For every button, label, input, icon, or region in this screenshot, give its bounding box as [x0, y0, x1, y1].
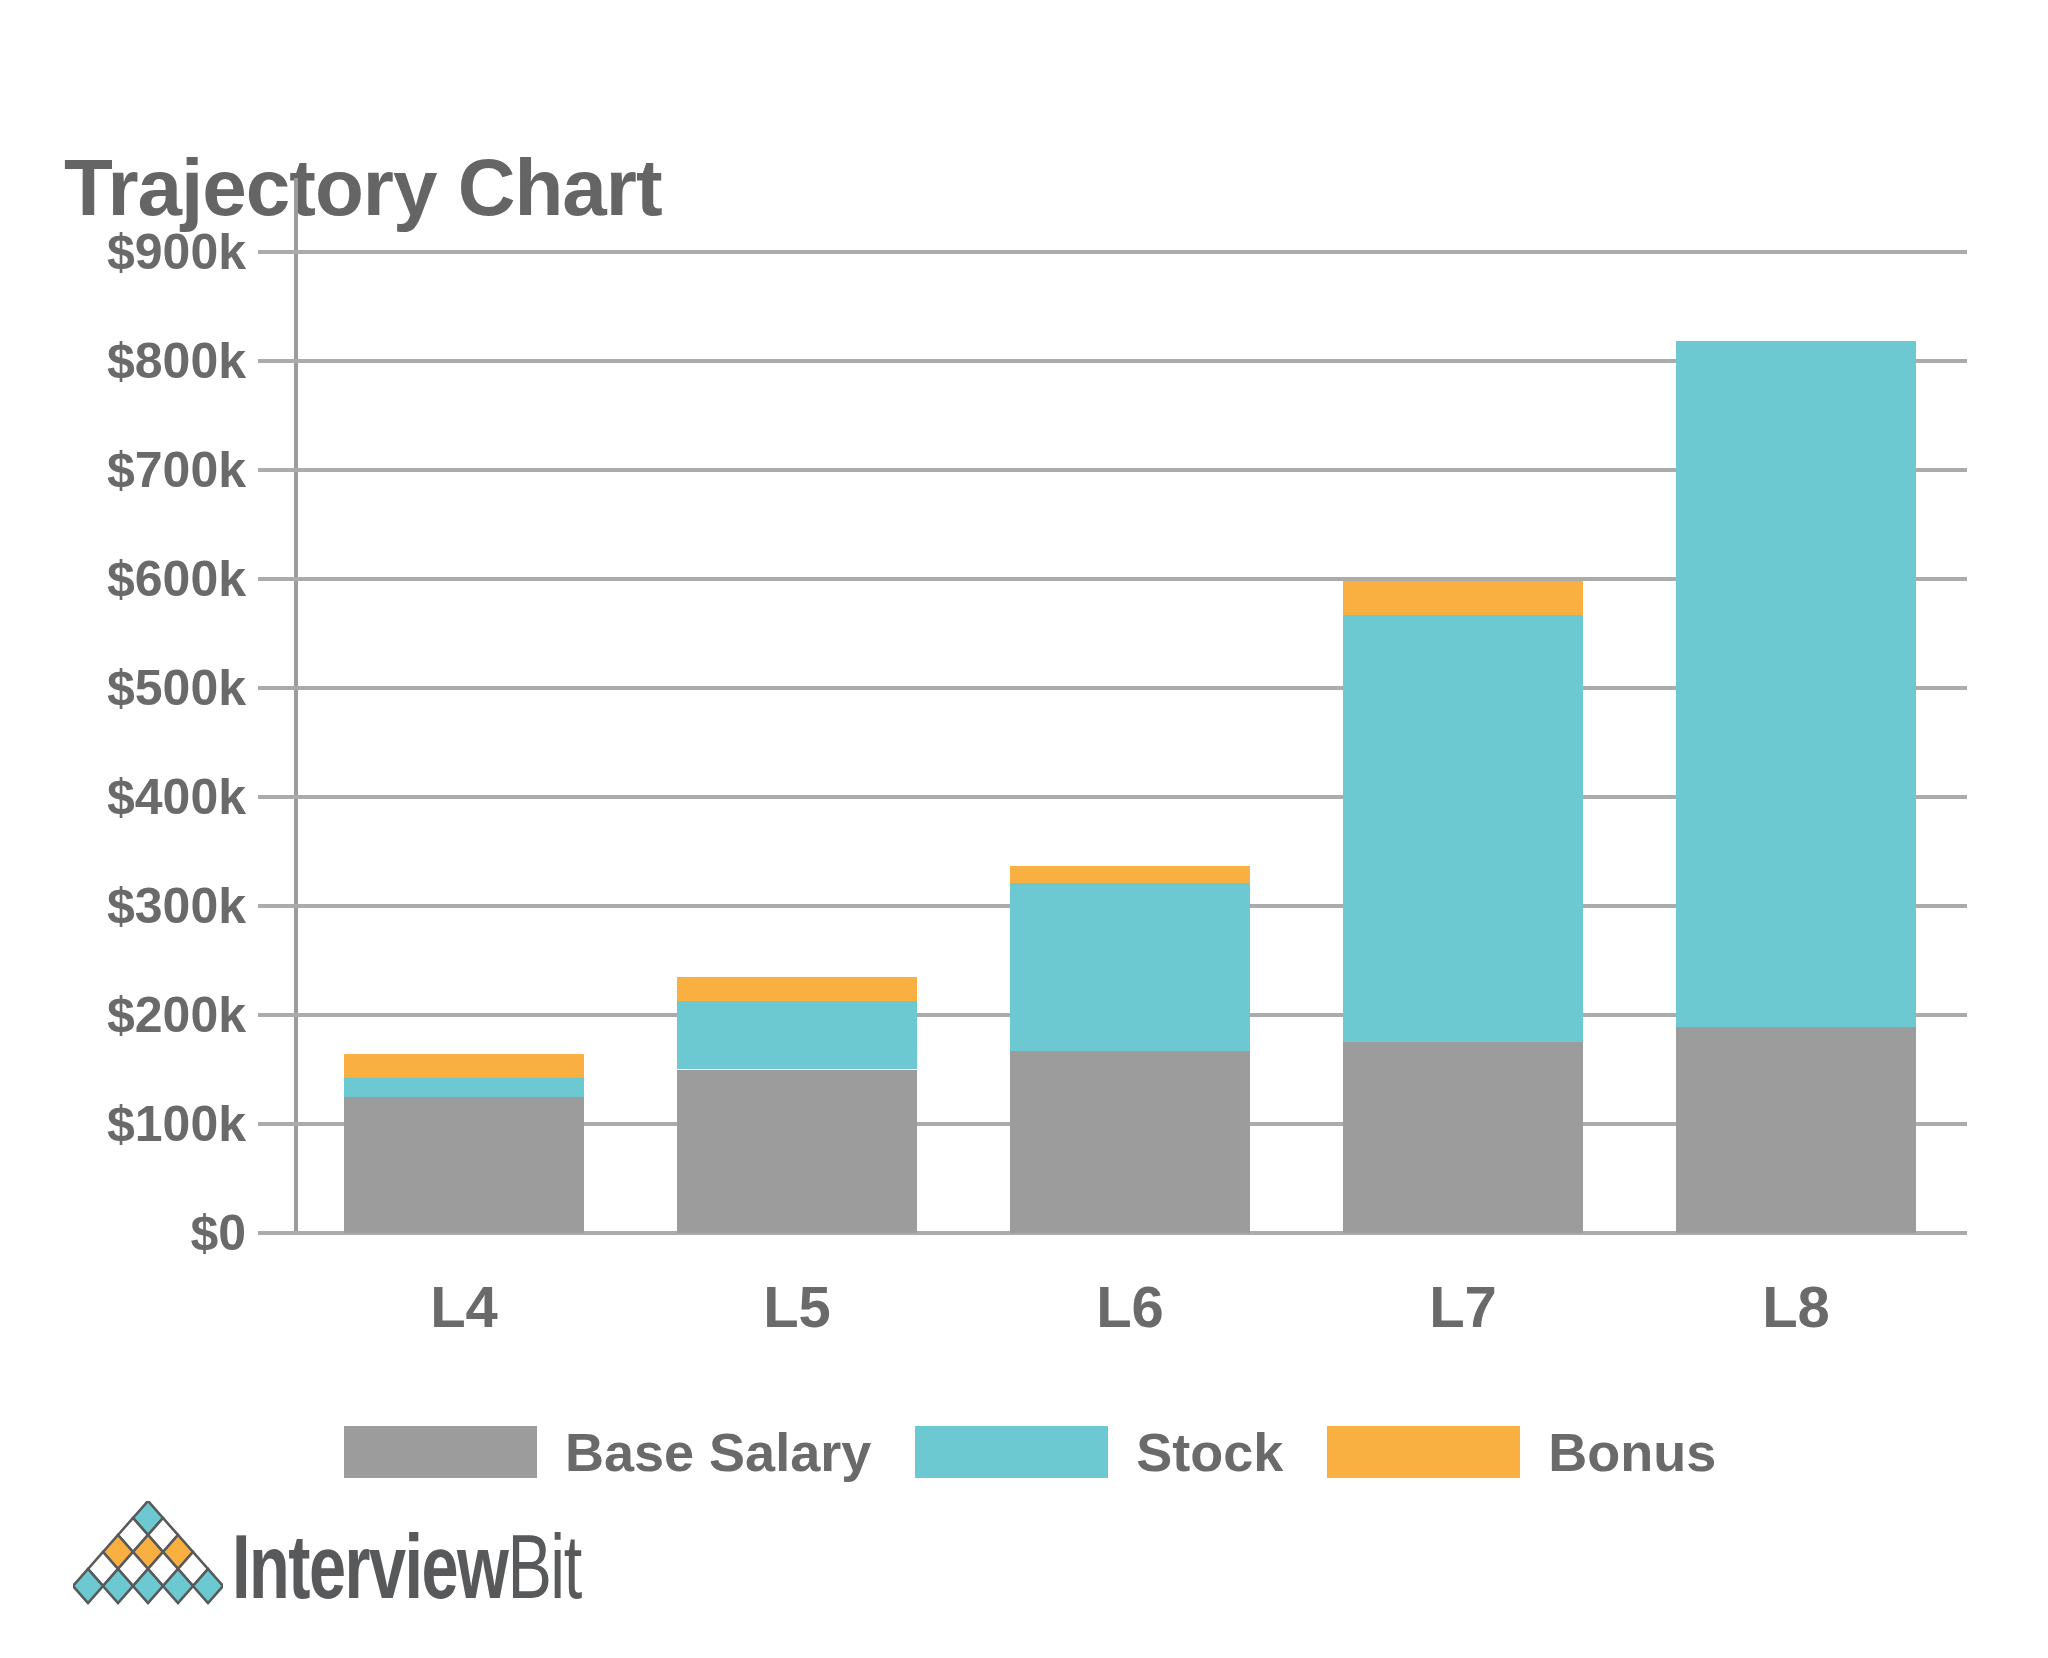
y-tick-label: $200k	[0, 984, 246, 1046]
bar-l4-base-salary	[344, 1097, 584, 1233]
legend-label-bonus: Bonus	[1548, 1421, 1716, 1483]
bar-l5-base-salary	[677, 1070, 917, 1234]
interviewbit-logo-icon	[73, 1501, 223, 1605]
y-tick-label: $500k	[0, 657, 246, 719]
base-salary-swatch-icon	[344, 1426, 537, 1478]
legend-item-stock: Stock	[915, 1421, 1283, 1483]
bar-l8-base-salary	[1676, 1027, 1916, 1233]
bar-l7-stock	[1343, 615, 1583, 1042]
y-tick-label: $900k	[0, 221, 246, 283]
y-tick-label: $0	[0, 1202, 246, 1264]
y-tick-label: $800k	[0, 330, 246, 392]
bar-l5-bonus	[677, 977, 917, 1001]
x-tick-label-l4: L4	[354, 1278, 574, 1336]
y-tick-label: $100k	[0, 1093, 246, 1155]
wordmark-interview: Interview	[232, 1517, 507, 1617]
y-tick-label: $700k	[0, 439, 246, 501]
x-tick-label-l7: L7	[1353, 1278, 1573, 1336]
legend-item-base-salary: Base Salary	[344, 1421, 871, 1483]
x-tick-label-l6: L6	[1020, 1278, 1240, 1336]
legend-label-stock: Stock	[1136, 1421, 1283, 1483]
bar-l4-stock	[344, 1078, 584, 1097]
y-tick-label: $400k	[0, 766, 246, 828]
bar-l5-stock	[677, 1001, 917, 1070]
legend-item-bonus: Bonus	[1327, 1421, 1716, 1483]
legend: Base Salary Stock Bonus	[344, 1421, 1760, 1483]
bonus-swatch-icon	[1327, 1426, 1520, 1478]
wordmark-bit: Bit	[507, 1517, 580, 1617]
page-title: Trajectory Chart	[64, 148, 662, 228]
bar-l7-bonus	[1343, 581, 1583, 615]
bar-l4-bonus	[344, 1054, 584, 1078]
y-tick-label: $300k	[0, 875, 246, 937]
x-tick-label-l5: L5	[687, 1278, 907, 1336]
bar-l6-stock	[1010, 883, 1250, 1051]
bar-l6-bonus	[1010, 866, 1250, 883]
trajectory-chart-page: Trajectory Chart $900k $800k $700k $600k $50…	[0, 0, 2048, 1658]
stock-swatch-icon	[915, 1426, 1108, 1478]
y-axis-line	[294, 178, 298, 1235]
bar-l7-base-salary	[1343, 1042, 1583, 1233]
bar-l8-stock	[1676, 341, 1916, 1027]
x-tick-label-l8: L8	[1686, 1278, 1906, 1336]
bar-l6-base-salary	[1010, 1051, 1250, 1233]
legend-label-base-salary: Base Salary	[565, 1421, 871, 1483]
y-tick-label: $600k	[0, 548, 246, 610]
interviewbit-wordmark: InterviewBit	[232, 1522, 581, 1612]
gridline-900k	[258, 250, 1967, 254]
